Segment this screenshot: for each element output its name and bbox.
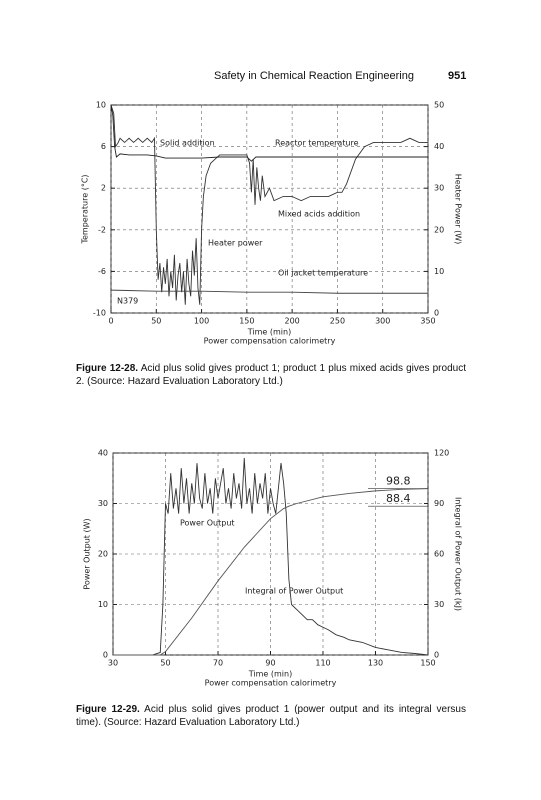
- y2-tick-label: 0: [434, 651, 439, 660]
- series-line: [110, 104, 428, 305]
- subtitle: Power compensation calorimetry: [205, 679, 337, 688]
- y-tick-label: 30: [98, 499, 108, 508]
- y2-tick-label: 10: [434, 267, 444, 276]
- caption: Figure 12-28. Acid plus solid gives prod…: [76, 362, 466, 388]
- x-tick-label: 50: [151, 317, 161, 326]
- y-tick-label: 10: [98, 600, 108, 609]
- y2-tick-label: 20: [434, 225, 444, 234]
- caption-text: Acid plus solid gives product 1 (power o…: [76, 704, 466, 728]
- annotation: Mixed acids addition: [278, 210, 360, 219]
- y-tick-label: -6: [98, 267, 106, 276]
- x-tick-label: 300: [375, 317, 390, 326]
- y-tick-label: 10: [96, 101, 106, 110]
- running-head: Safety in Chemical Reaction Engineering: [214, 70, 414, 82]
- x-tick-label: 150: [239, 317, 254, 326]
- annotation: N379: [117, 297, 138, 306]
- annotation: Integral of Power Output: [245, 587, 343, 596]
- series-line: [113, 488, 429, 656]
- annotation: Heater power: [208, 239, 263, 248]
- x-tick-label: 250: [330, 317, 345, 326]
- y-tick-label: 40: [98, 449, 108, 458]
- y2-tick-label: 120: [434, 449, 449, 458]
- series-line: [110, 289, 428, 294]
- x-tick-label: 30: [108, 659, 118, 668]
- x-tick-label: 50: [160, 659, 170, 668]
- y2-axis-label: Heater Power (W): [454, 174, 463, 245]
- series-line: [110, 104, 428, 162]
- x-axis-label: Time (min): [247, 328, 291, 337]
- y-tick-label: 2: [101, 184, 106, 193]
- caption-label: Figure 12-28.: [76, 363, 139, 374]
- reference-label: 98.8: [386, 475, 411, 488]
- reference-label: 88.4: [386, 492, 411, 505]
- plot-frame: [110, 104, 429, 314]
- annotation: Reactor temperature: [275, 139, 359, 148]
- y2-tick-label: 40: [434, 142, 444, 151]
- y-tick-label: -10: [93, 309, 106, 318]
- y2-tick-label: 60: [434, 550, 444, 559]
- y-axis-label: Temperature (°C): [81, 174, 90, 244]
- caption-text: Acid plus solid gives product 1; product…: [76, 363, 466, 387]
- y-axis-label: Power Output (W): [83, 518, 92, 589]
- x-tick-label: 200: [285, 317, 300, 326]
- y2-tick-label: 0: [434, 309, 439, 318]
- x-tick-label: 90: [265, 659, 275, 668]
- y2-tick-label: 50: [434, 101, 444, 110]
- chart: 0 50 100 150 200 250 300 350-10-6-2261001020304…: [81, 101, 463, 346]
- caption: Figure 12-29. Acid plus solid gives prod…: [76, 703, 466, 729]
- y2-tick-label: 30: [434, 600, 444, 609]
- x-tick-label: 70: [213, 659, 223, 668]
- y-tick-label: 6: [101, 142, 106, 151]
- x-tick-label: 0: [108, 317, 113, 326]
- y2-tick-label: 30: [434, 184, 444, 193]
- y-tick-label: -2: [98, 225, 106, 234]
- x-axis-label: Time (min): [248, 670, 292, 679]
- caption-label: Figure 12-29.: [76, 704, 140, 715]
- x-tick-label: 110: [315, 659, 330, 668]
- y-tick-label: 20: [98, 550, 108, 559]
- x-tick-label: 350: [420, 317, 435, 326]
- y2-axis-label: Integral of Power Output (kJ): [454, 497, 463, 611]
- x-tick-label: 150: [420, 659, 435, 668]
- y2-tick-label: 90: [434, 499, 444, 508]
- annotation: Oil jacket temperature: [278, 269, 368, 278]
- page-number: 951: [448, 70, 467, 82]
- subtitle: Power compensation calorimetry: [204, 337, 336, 346]
- series-line: [113, 458, 429, 656]
- annotation: Solid addition: [160, 139, 215, 148]
- x-tick-label: 130: [368, 659, 383, 668]
- chart: 30 50 70 90 110 130 1500102030400306090120Time…: [83, 449, 463, 688]
- x-tick-label: 100: [194, 317, 209, 326]
- annotation: Power Output: [180, 519, 235, 528]
- y-tick-label: 0: [103, 651, 108, 660]
